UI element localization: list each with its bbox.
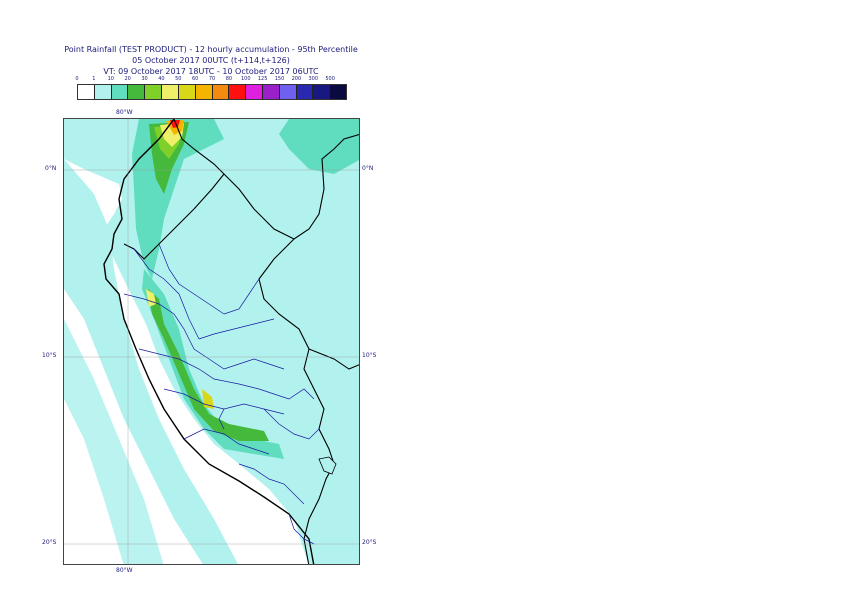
legend-label: 500 [325, 76, 335, 82]
legend-swatch [212, 85, 230, 99]
regional-boundaries [123, 243, 320, 545]
legend-label: 150 [274, 76, 285, 82]
rainfall-map [63, 118, 360, 565]
legend-swatch [296, 85, 314, 99]
bolivia-border-east [308, 348, 359, 370]
color-legend: 0 1 10 20 30 40 50 60 70 80 100 125 150 200 300 500 [75, 76, 347, 102]
legend-label: 40 [158, 76, 165, 82]
map-title: Point Rainfall (TEST PRODUCT) - 12 hourl… [64, 45, 358, 54]
lat-label-20-left: 20°S [42, 539, 57, 546]
legend-swatch [162, 85, 179, 99]
legend-swatch [178, 85, 196, 99]
lat-label-0-right: 0°N [362, 165, 374, 172]
legend-label: 30 [141, 76, 148, 82]
legend-swatch [246, 85, 263, 99]
lat-label-10-left: 10°S [42, 352, 57, 359]
brazil-peru-border [223, 134, 359, 240]
lat-label-20-right: 20°S [362, 539, 377, 546]
legend-swatch [279, 85, 297, 99]
legend-swatch [313, 85, 331, 99]
light-rain-ocean-streaks [64, 319, 164, 564]
legend-swatch [145, 85, 163, 99]
legend-label: 70 [208, 76, 216, 82]
legend-label: 125 [257, 76, 268, 82]
legend-label: 50 [175, 76, 182, 82]
legend-labels: 0 1 10 20 30 40 50 60 70 80 100 125 150 200 300 500 [75, 76, 347, 84]
legend-swatch [78, 85, 95, 99]
legend-label: 300 [308, 76, 319, 82]
lat-label-10-right: 10°S [362, 352, 377, 359]
legend-label: 20 [124, 76, 131, 82]
legend-swatch [111, 85, 129, 99]
legend-label: 100 [240, 76, 251, 82]
legend-label: 60 [191, 76, 199, 82]
legend-swatch [128, 85, 146, 99]
legend-color-bar [77, 84, 347, 100]
moderate-rain-northeast [279, 119, 359, 174]
lon-label-top: 80°W [116, 109, 133, 116]
forecast-base-time: 05 October 2017 00UTC (t+114,t+126) [132, 56, 290, 65]
legend-label: 1 [92, 76, 96, 82]
coastline [103, 119, 315, 564]
validity-time: VT: 09 October 2017 18UTC - 10 October 2… [103, 67, 319, 76]
legend-label: 200 [291, 76, 302, 82]
legend-label: 10 [107, 76, 114, 82]
peru-northern-border [123, 119, 225, 260]
legend-swatch [94, 85, 112, 99]
peru-bolivia-border [303, 463, 335, 564]
legend-label: 0 [75, 76, 79, 82]
graticule [64, 119, 359, 564]
legend-swatch [229, 85, 247, 99]
legend-swatch [195, 85, 213, 99]
legend-swatch [330, 85, 346, 99]
lon-label-bottom: 80°W [116, 567, 133, 574]
legend-swatch [262, 85, 280, 99]
lake-titicaca [318, 456, 337, 475]
legend-label: 80 [225, 76, 233, 82]
light-rain-ocean-band [64, 159, 238, 564]
lat-label-0-left: 0°N [45, 165, 57, 172]
